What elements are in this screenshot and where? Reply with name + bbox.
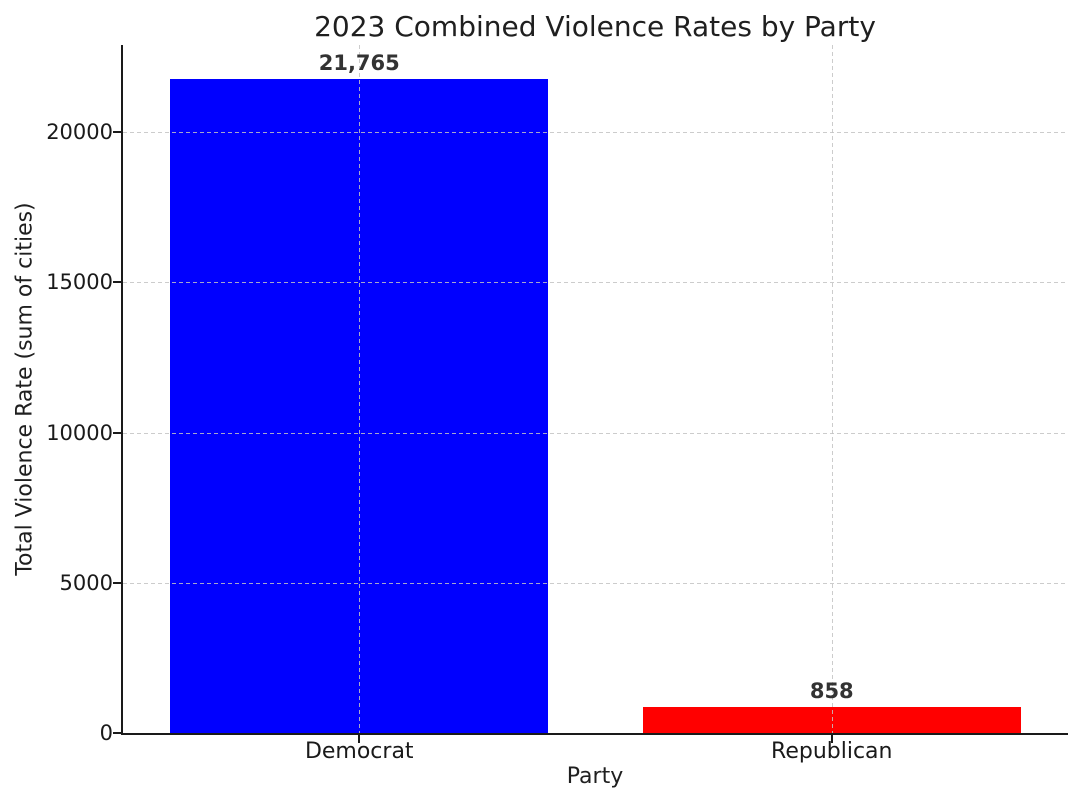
y-tick-mark [113,281,121,284]
plot-area: 21,765 858 0 5000 10000 15000 20000 Democrat R… [46,45,1068,764]
gridline-h [123,132,1068,134]
bar-value-label: 858 [809,679,854,704]
gridline-h [123,582,1068,584]
x-tick-mark [830,735,833,743]
x-tick-label: Democrat [304,739,414,764]
y-tick-label: 20000 [46,120,113,145]
bar-value-label: 21,765 [318,51,400,76]
x-tick-mark [358,735,361,743]
y-axis-spine [121,45,123,735]
gridline-v [359,45,361,733]
chart-title: 2023 Combined Violence Rates by Party [314,10,876,43]
y-tick-mark [113,732,121,734]
y-tick-label: 10000 [46,420,113,445]
x-axis-title: Party [566,764,624,789]
gridline-v [831,45,833,733]
y-tick-label: 0 [99,721,113,745]
x-tick-label: Republican [771,739,893,764]
x-axis-spine [121,733,1068,735]
y-tick-mark [113,431,121,434]
gridline-h [123,282,1068,284]
y-tick-label: 15000 [46,270,113,295]
y-axis-title: Total Violence Rate (sum of cities) [12,202,38,576]
y-tick-label: 5000 [59,570,113,595]
gridline-h [123,432,1068,434]
y-tick-mark [113,581,121,584]
y-tick-mark [113,131,121,134]
